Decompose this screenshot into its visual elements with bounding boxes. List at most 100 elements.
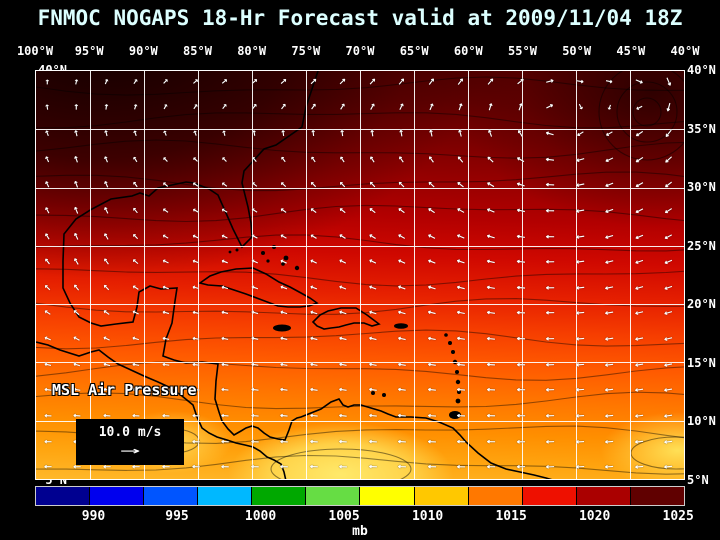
lat-tick-label: 35°N: [687, 121, 716, 136]
wind-arrow-icon: →: [366, 254, 379, 269]
wind-arrow-icon: →: [279, 461, 289, 473]
wind-arrow-icon: →: [220, 332, 230, 345]
small-island: [261, 251, 265, 255]
wind-arrow-icon: →: [395, 74, 409, 89]
wind-arrow-icon: →: [633, 358, 645, 371]
wind-arrow-icon: →: [220, 358, 230, 371]
wind-arrow-icon: →: [337, 332, 349, 345]
lat-tick-label: 5°N: [687, 473, 709, 487]
wind-arrow-icon: →: [661, 151, 676, 167]
wind-arrow-icon: →: [189, 178, 201, 192]
wind-arrow-icon: →: [425, 229, 438, 243]
wind-arrow-icon: →: [368, 435, 378, 447]
wind-arrow-icon: →: [306, 101, 320, 114]
colorbar-segment: [306, 487, 361, 505]
colorbar-segment: [144, 487, 199, 505]
wind-arrow-icon: →: [189, 75, 202, 88]
wind-arrow-icon: →: [191, 461, 200, 473]
wind-arrow-icon: →: [633, 332, 645, 345]
wind-arrow-icon: →: [574, 435, 585, 447]
wind-arrow-icon: →: [604, 409, 615, 422]
grid-line-vertical: [198, 71, 199, 479]
chart-title: FNMOC NOGAPS 18-Hr Forecast valid at 200…: [37, 6, 683, 30]
wind-arrow-icon: →: [366, 229, 379, 243]
wind-arrow-icon: →: [278, 255, 290, 269]
wind-arrow-icon: →: [426, 332, 438, 345]
wind-arrow-icon: →: [309, 461, 319, 473]
wind-arrow-icon: →: [100, 306, 113, 320]
wind-arrow-icon: →: [101, 332, 113, 346]
lat-lon-grid: [36, 71, 684, 479]
colorbar-segment: [198, 487, 253, 505]
wind-arrow-icon: →: [188, 101, 202, 113]
wind-arrow-icon: →: [220, 409, 230, 422]
wind-arrow-icon: →: [159, 75, 172, 88]
wind-arrow-icon: →: [545, 307, 555, 319]
isobar-line: [36, 204, 684, 223]
wind-arrow-icon: →: [160, 229, 172, 243]
wind-arrow-icon: →: [248, 74, 261, 88]
wind-arrow-icon: →: [99, 255, 114, 268]
wind-arrow-icon: →: [455, 280, 467, 294]
field-label: MSL Air Pressure: [52, 381, 197, 399]
wind-arrow-icon: →: [131, 358, 141, 371]
wind-arrow-icon: →: [484, 101, 497, 113]
colorbar-segment: [90, 487, 145, 505]
wind-arrow-icon: →: [190, 332, 200, 345]
wind-arrow-icon: →: [249, 383, 260, 396]
wind-arrow-icon: →: [40, 255, 55, 268]
wind-arrow-icon: →: [454, 177, 468, 192]
wind-arrow-icon: →: [249, 306, 260, 320]
wind-arrow-icon: →: [218, 129, 231, 138]
wind-arrow-icon: →: [662, 101, 676, 114]
wind-arrow-icon: →: [545, 230, 555, 242]
wind-arrow-icon: →: [603, 103, 616, 112]
wind-arrow-icon: →: [574, 281, 585, 294]
colorbar-segment: [36, 487, 91, 505]
wind-arrow-icon: →: [129, 178, 143, 191]
coastline-path: [36, 341, 287, 479]
wind-arrow-icon: →: [367, 358, 378, 371]
wind-arrow-icon: →: [574, 383, 585, 396]
grid-line-horizontal: [36, 187, 684, 189]
grid-line-vertical: [468, 71, 469, 479]
colorbar-tick: 1015: [495, 509, 527, 524]
wind-arrow-icon: →: [515, 307, 526, 319]
wind-arrow-icon: →: [336, 203, 350, 217]
wind-arrow-icon: →: [70, 178, 84, 190]
small-island: [228, 250, 232, 254]
wind-arrow-icon: →: [456, 383, 467, 396]
wind-arrow-icon: →: [603, 306, 615, 320]
wind-arrow-icon: →: [574, 332, 585, 345]
wind-arrow-icon: →: [336, 101, 350, 114]
wind-arrow-icon: →: [544, 127, 556, 141]
coastline-path: [311, 307, 381, 330]
wind-arrow-icon: →: [43, 383, 53, 396]
wind-arrow-icon: →: [338, 358, 349, 371]
wind-arrow-icon: →: [456, 461, 466, 473]
wind-arrow-icon: →: [191, 358, 200, 371]
wind-arrow-icon: →: [633, 306, 645, 320]
wind-arrow-icon: →: [248, 229, 260, 243]
wind-arrow-icon: →: [574, 204, 586, 217]
wind-arrow-icon: →: [454, 203, 468, 218]
wind-arrow-icon: →: [307, 255, 320, 269]
isobar-line: [36, 298, 684, 315]
wind-arrow-icon: →: [424, 101, 438, 113]
wind-arrow-icon: →: [161, 358, 171, 371]
wind-arrow-icon: →: [41, 78, 53, 85]
wind-arrow-icon: →: [336, 152, 350, 165]
wind-arrow-icon: →: [129, 204, 143, 217]
wind-arrow-icon: →: [515, 409, 526, 421]
wind-arrow-icon: →: [218, 178, 231, 192]
wind-arrow-icon: →: [70, 128, 83, 138]
wind-arrow-icon: →: [633, 409, 644, 422]
wind-arrow-icon: →: [337, 254, 349, 269]
wind-arrow-icon: →: [484, 203, 497, 218]
wind-arrow-icon: →: [306, 153, 320, 165]
wind-arrow-icon: →: [545, 204, 555, 216]
wind-arrow-icon: →: [250, 461, 259, 473]
wind-arrow-icon: →: [574, 178, 586, 192]
wind-arrow-icon: →: [131, 332, 142, 345]
wind-arrow-icon: →: [663, 435, 674, 448]
